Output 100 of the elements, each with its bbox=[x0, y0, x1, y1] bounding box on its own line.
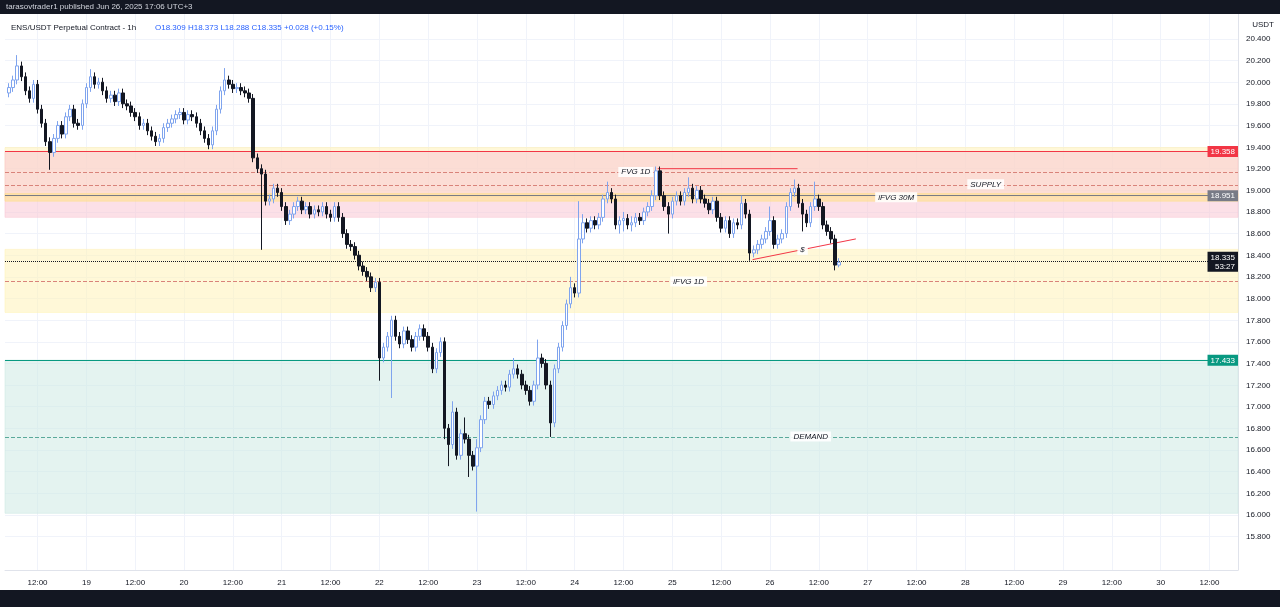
candlestick bbox=[174, 109, 178, 124]
candlestick bbox=[691, 183, 694, 204]
y-tick-label: 16.400 bbox=[1246, 467, 1272, 477]
x-tick-label: 12:00 bbox=[515, 577, 537, 587]
x-tick-label: 26 bbox=[765, 577, 776, 587]
candlestick bbox=[622, 211, 625, 232]
annotation: DEMAND bbox=[793, 432, 829, 442]
ref-line-label: 18.951 bbox=[1210, 191, 1236, 201]
y-tick-label: 17.600 bbox=[1246, 337, 1272, 347]
candlestick bbox=[451, 400, 454, 450]
candlestick bbox=[593, 215, 597, 230]
candlestick bbox=[634, 212, 637, 228]
candlestick bbox=[504, 380, 507, 393]
candlestick bbox=[455, 407, 458, 461]
y-axis-title: USDT bbox=[1252, 19, 1275, 29]
candlestick bbox=[500, 380, 503, 396]
annotation: iFVG 30M bbox=[878, 192, 915, 202]
y-tick-label: 19.200 bbox=[1246, 164, 1272, 174]
x-tick-label: 19 bbox=[81, 577, 92, 587]
y-tick-label: 18.000 bbox=[1246, 293, 1272, 303]
candlestick bbox=[528, 385, 532, 407]
text: O18.309 H18.373 L18.288 C18.335 +0.028 (+0.15%) bbox=[155, 22, 344, 32]
candlestick bbox=[707, 198, 711, 215]
x-tick-label: 27 bbox=[863, 577, 873, 587]
candlestick bbox=[308, 201, 312, 219]
y-tick-label: 18.400 bbox=[1246, 250, 1272, 260]
x-tick-label: 30 bbox=[1156, 577, 1166, 587]
candlestick bbox=[728, 215, 731, 239]
candlestick bbox=[60, 120, 64, 139]
x-tick-label: 12:00 bbox=[27, 577, 49, 587]
x-tick-label: 12:00 bbox=[1004, 577, 1025, 587]
candlestick bbox=[679, 190, 682, 206]
candlestick bbox=[711, 196, 715, 215]
candlestick bbox=[695, 185, 699, 204]
y-tick-label: 16.000 bbox=[1246, 510, 1272, 520]
x-tick-label: 12:00 bbox=[808, 577, 830, 587]
candlestick bbox=[121, 88, 125, 109]
candlestick bbox=[402, 326, 406, 349]
x-tick-label: 28 bbox=[960, 577, 971, 587]
candlestick bbox=[459, 428, 463, 461]
y-tick-label: 19.000 bbox=[1246, 185, 1272, 195]
candlestick bbox=[638, 212, 642, 226]
y-tick-label: 20.200 bbox=[1246, 56, 1272, 66]
candlestick bbox=[117, 88, 121, 107]
y-tick-label: 19.400 bbox=[1246, 142, 1272, 152]
candlestick bbox=[142, 118, 145, 131]
candlestick bbox=[182, 107, 186, 125]
x-tick-label: 12:00 bbox=[125, 577, 146, 587]
text: ENS/USDT Perpetual Contract - 1h bbox=[11, 22, 137, 32]
candlestick bbox=[317, 204, 320, 217]
candlestick bbox=[736, 217, 739, 230]
candlestick bbox=[626, 213, 629, 230]
candlestick bbox=[589, 215, 593, 234]
text: tarasovtrader1 published Jun 26, 2025 17:06 UTC+3 bbox=[6, 1, 193, 13]
annotation: iFVG 1D bbox=[673, 276, 705, 286]
candlestick bbox=[227, 75, 231, 90]
y-tick-label: 17.000 bbox=[1246, 402, 1272, 412]
x-tick-label: 12:00 bbox=[1199, 577, 1221, 587]
ref-line-label: 17.433 bbox=[1210, 355, 1236, 365]
y-tick-label: 16.800 bbox=[1246, 423, 1272, 433]
candlestick bbox=[333, 201, 336, 223]
candlestick bbox=[325, 201, 328, 219]
candlestick bbox=[235, 82, 239, 94]
candlestick bbox=[272, 183, 275, 204]
candlestick bbox=[577, 200, 581, 298]
x-tick-label: 12:00 bbox=[222, 577, 244, 587]
candlestick bbox=[231, 79, 235, 94]
candlestick bbox=[109, 90, 113, 104]
candlestick bbox=[304, 201, 308, 215]
candlestick bbox=[186, 109, 190, 125]
y-tick-label: 17.800 bbox=[1246, 315, 1272, 325]
candlestick bbox=[752, 244, 756, 258]
candlestick bbox=[32, 79, 35, 104]
candlestick bbox=[72, 104, 76, 129]
candlestick bbox=[93, 71, 96, 90]
x-tick-label: 12:00 bbox=[320, 577, 342, 587]
y-tick-label: 15.800 bbox=[1246, 531, 1272, 541]
candlestick bbox=[129, 101, 133, 118]
candlestick bbox=[618, 215, 621, 235]
x-tick-label: 12:00 bbox=[906, 577, 928, 587]
annotation: SUPPLY bbox=[970, 179, 1002, 189]
x-tick-label: 12:00 bbox=[613, 577, 635, 587]
candlestick bbox=[630, 215, 633, 232]
candlestick bbox=[313, 204, 316, 219]
candlestick bbox=[487, 396, 491, 410]
candlestick bbox=[374, 277, 377, 293]
y-tick-label: 17.200 bbox=[1246, 380, 1272, 390]
candlestick bbox=[300, 196, 304, 215]
annotation: $ bbox=[799, 245, 806, 255]
candlestick bbox=[585, 217, 589, 234]
y-tick-label: 17.400 bbox=[1246, 358, 1272, 368]
candlestick bbox=[837, 257, 841, 268]
candlestick bbox=[772, 215, 776, 250]
y-tick-label: 16.600 bbox=[1246, 445, 1272, 455]
y-tick-label: 18.600 bbox=[1246, 229, 1272, 239]
y-tick-label: 18.200 bbox=[1246, 272, 1272, 282]
ref-line-label: 18.335 53:27 bbox=[1210, 252, 1236, 271]
candlestick bbox=[390, 315, 393, 399]
candlestick bbox=[573, 282, 576, 298]
x-tick-label: 12:00 bbox=[711, 577, 732, 587]
